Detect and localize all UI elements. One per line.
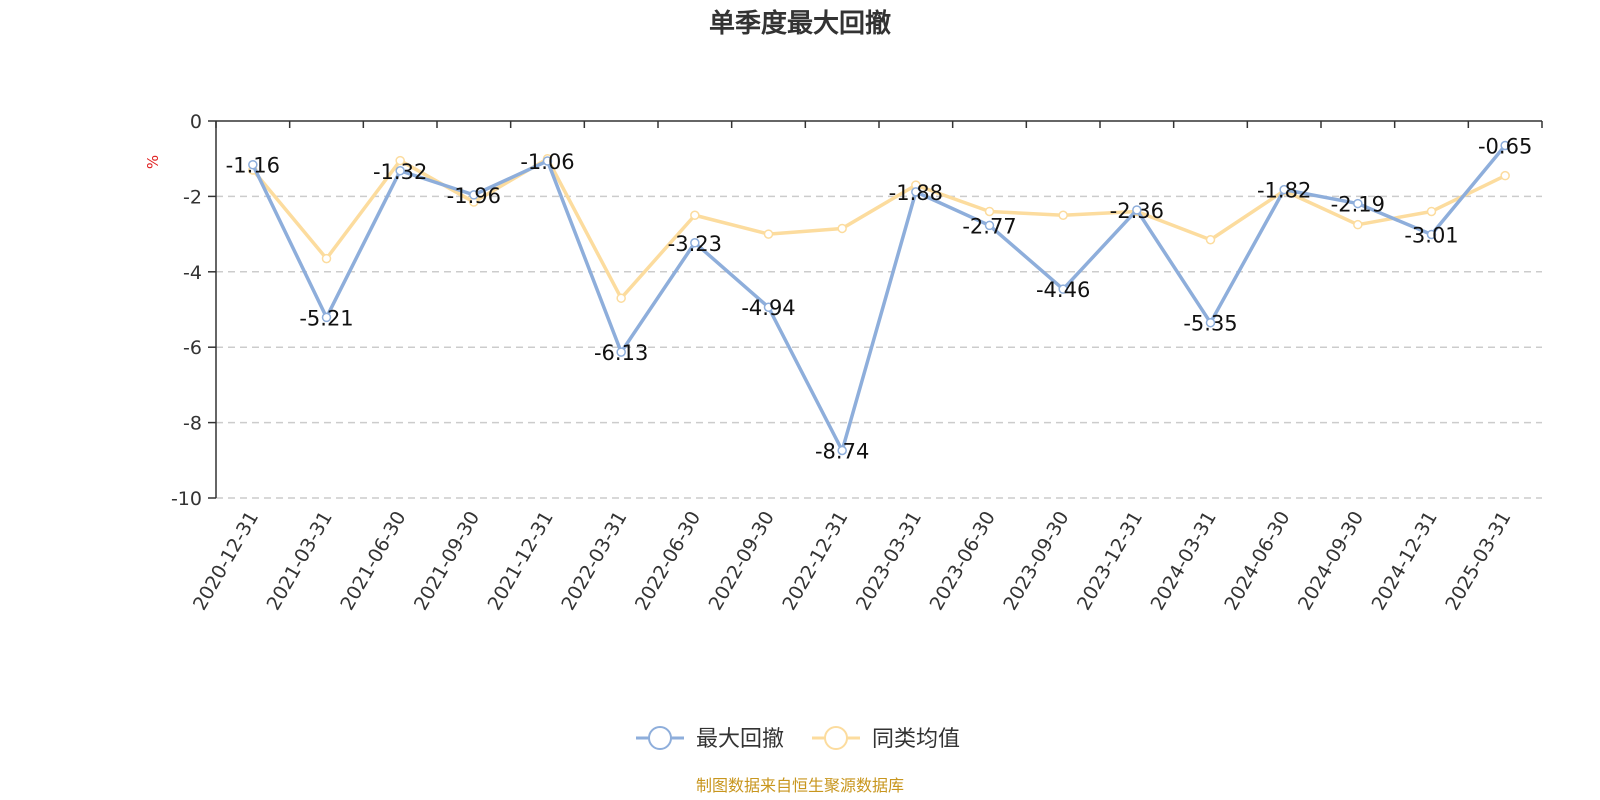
data-point[interactable]: [1426, 229, 1437, 240]
y-tick-label: -6: [183, 337, 202, 359]
x-tick-label: 2022-09-30: [705, 508, 779, 615]
x-tick-label: 2024-12-31: [1368, 508, 1442, 615]
data-label: -4.46: [1036, 278, 1090, 302]
data-label: -3.01: [1404, 223, 1458, 247]
data-point[interactable]: [1205, 235, 1216, 245]
x-tick-label: 2023-06-30: [926, 508, 1000, 615]
source-note: 制图数据来自恒生聚源数据库: [696, 776, 904, 795]
data-label: -1.82: [1257, 179, 1311, 203]
x-tick-label: 2020-12-31: [189, 508, 263, 615]
series-lines: [248, 140, 1510, 456]
data-label: -1.16: [226, 154, 280, 178]
grid-lines: [216, 195, 1542, 499]
data-point[interactable]: [984, 220, 995, 231]
legend-label: 同类均值: [872, 727, 960, 752]
data-point[interactable]: [1353, 219, 1363, 230]
data-point[interactable]: [1058, 210, 1068, 220]
y-tick-label: -4: [183, 262, 202, 284]
x-tick-label: 2021-12-31: [484, 508, 558, 615]
data-point[interactable]: [1426, 206, 1437, 217]
x-tick-label: 2022-06-30: [631, 508, 705, 615]
data-label: -0.65: [1478, 135, 1532, 159]
x-tick-label: 2024-09-30: [1294, 508, 1368, 615]
legend-item-最大回撤[interactable]: 最大回撤: [636, 726, 784, 752]
legend-circle-icon: [824, 726, 848, 750]
data-label: -1.06: [520, 150, 574, 174]
x-tick-label: 2021-03-31: [263, 508, 337, 615]
data-point[interactable]: [395, 155, 405, 166]
data-point[interactable]: [837, 445, 847, 456]
data-point[interactable]: [1058, 284, 1068, 294]
data-label: -2.36: [1110, 199, 1164, 223]
chart-title: 单季度最大回撤: [709, 8, 891, 39]
data-point[interactable]: [1132, 205, 1142, 215]
x-tick-label: 2021-06-30: [336, 507, 410, 614]
y-tick-label: -10: [171, 488, 202, 510]
data-point[interactable]: [1500, 140, 1510, 151]
x-tick-label: 2021-09-30: [410, 508, 484, 615]
x-tick-label: 2025-03-31: [1441, 508, 1515, 615]
x-tick-label: 2024-03-31: [1147, 508, 1221, 615]
data-point[interactable]: [616, 347, 626, 357]
data-point[interactable]: [469, 190, 479, 200]
data-label: -2.77: [962, 214, 1016, 238]
data-label: -3.23: [668, 232, 722, 256]
data-point[interactable]: [321, 253, 332, 264]
data-label: -6.13: [594, 341, 648, 365]
x-tick-label: 2022-12-31: [778, 508, 852, 615]
x-tick-label: 2022-03-31: [557, 508, 631, 615]
data-point[interactable]: [1205, 317, 1216, 328]
x-tick-label: 2023-12-31: [1073, 508, 1147, 615]
data-point[interactable]: [690, 238, 700, 248]
y-tick-label: -2: [183, 186, 202, 208]
data-label: -1.96: [447, 184, 501, 208]
series-line-最大回撤: [251, 144, 1507, 453]
data-point[interactable]: [690, 210, 700, 220]
data-label: -1.32: [373, 160, 427, 184]
data-point[interactable]: [616, 293, 626, 303]
series-line-同类均值: [251, 156, 1506, 300]
data-point[interactable]: [395, 166, 405, 176]
data-labels: -1.16 -5.21 -1.32 -1.96 -1.06 -6.13 -3.23 -4.94…: [226, 135, 1533, 464]
x-tick-label: 2024-06-30: [1220, 508, 1294, 615]
x-tick-label: 2023-03-31: [852, 507, 926, 614]
legend-circle-icon: [648, 726, 672, 750]
data-label: -5.21: [299, 306, 353, 330]
x-tick-label: 2023-09-30: [999, 508, 1073, 615]
data-label: -5.35: [1183, 312, 1237, 336]
data-point[interactable]: [911, 187, 921, 197]
data-point[interactable]: [763, 302, 774, 312]
data-label: -2.19: [1331, 193, 1385, 217]
data-point[interactable]: [542, 156, 553, 166]
data-point[interactable]: [763, 229, 774, 239]
data-point[interactable]: [1353, 198, 1363, 209]
data-point[interactable]: [248, 159, 258, 170]
data-point[interactable]: [1279, 184, 1289, 195]
legend[interactable]: 最大回撤 同类均值: [636, 726, 960, 752]
data-label: -1.88: [889, 181, 943, 205]
data-point[interactable]: [321, 312, 332, 323]
y-tick-label: -8: [183, 413, 202, 435]
y-axis-unit-label: %: [144, 155, 162, 169]
data-point[interactable]: [1500, 170, 1510, 181]
legend-item-同类均值[interactable]: 同类均值: [812, 726, 960, 752]
data-point[interactable]: [984, 206, 995, 217]
y-tick-label: 0: [190, 111, 202, 133]
data-point[interactable]: [837, 223, 847, 234]
data-label: -8.74: [815, 439, 869, 463]
legend-label: 最大回撤: [696, 727, 784, 752]
data-label: -4.94: [741, 296, 795, 320]
